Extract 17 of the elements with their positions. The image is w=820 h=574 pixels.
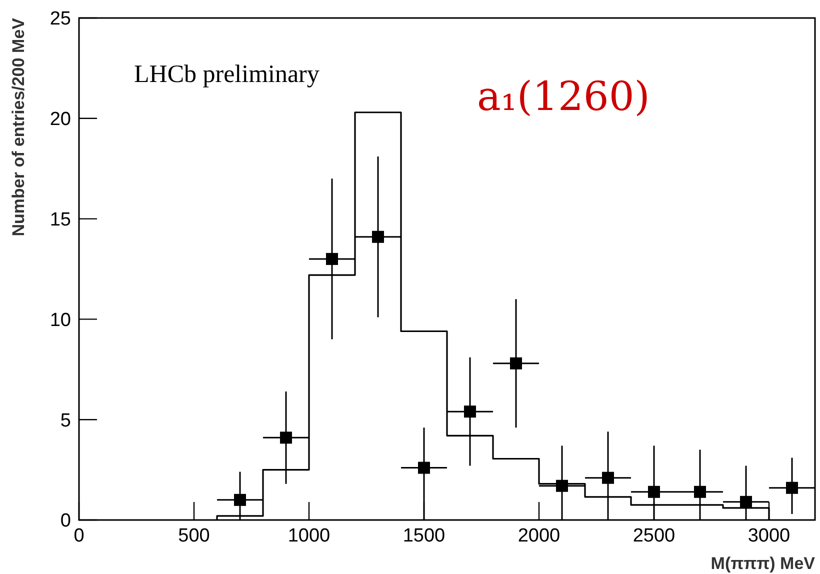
x-tick-label: 0 (74, 525, 84, 546)
x-axis-title: M(πππ) MeV (710, 554, 816, 573)
y-tick-label: 25 (50, 8, 71, 30)
x-tick-label: 2000 (518, 525, 560, 546)
annotation: a₁(1260) (477, 74, 650, 120)
y-tick-label: 0 (60, 510, 71, 532)
y-axis-title: Number of entries/200 MeV (9, 17, 28, 236)
x-tick-label: 2500 (632, 525, 676, 546)
y-tick-label: 15 (50, 209, 71, 230)
x-tick-label: 3000 (748, 525, 790, 546)
y-tick-label: 5 (60, 410, 71, 432)
x-tick-label: 1000 (288, 525, 330, 546)
x-tick-label: 1500 (402, 525, 446, 546)
annotation: LHCb preliminary (134, 61, 320, 88)
y-tick-label: 10 (50, 310, 71, 331)
y-tick-label: 20 (50, 109, 71, 130)
x-tick-label: 500 (178, 525, 210, 546)
